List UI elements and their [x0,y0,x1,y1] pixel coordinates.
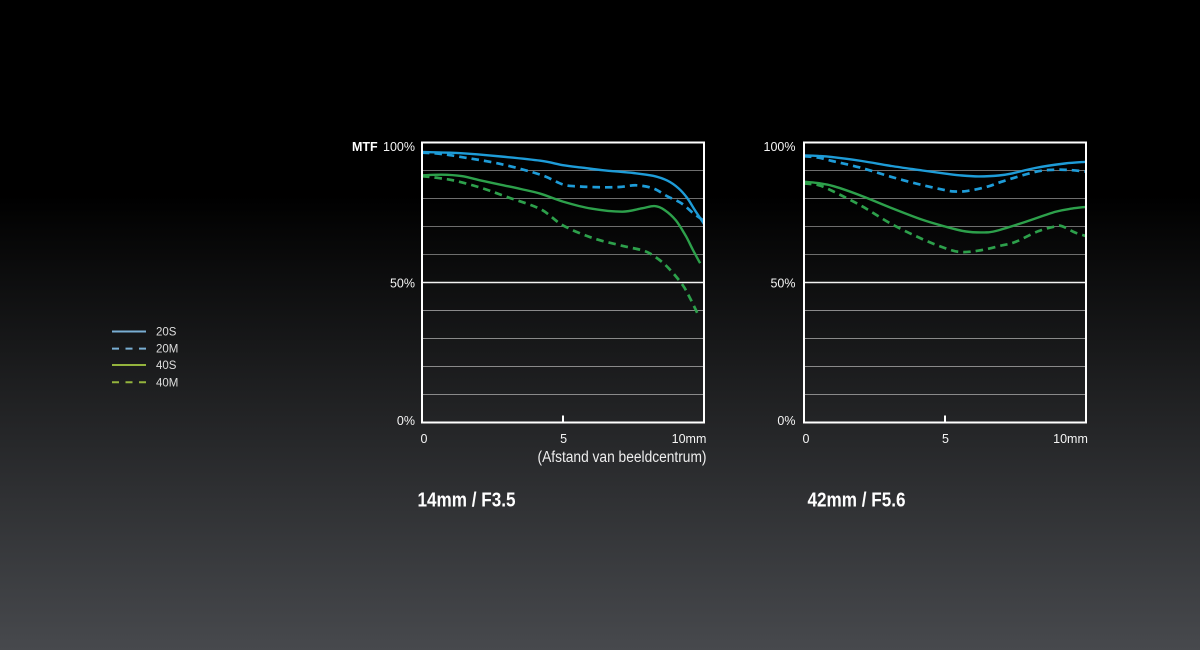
svg-text:14mm / F3.5: 14mm / F3.5 [418,490,516,512]
svg-text:5: 5 [560,432,567,446]
svg-text:(Afstand van beeldcentrum): (Afstand van beeldcentrum) [538,449,707,466]
svg-text:100%: 100% [764,140,796,154]
svg-text:0%: 0% [397,414,415,428]
svg-text:5: 5 [942,432,949,446]
svg-text:0: 0 [421,432,428,446]
svg-text:40M: 40M [156,377,178,389]
svg-text:50%: 50% [390,277,415,291]
svg-text:10mm: 10mm [672,432,707,446]
svg-text:0%: 0% [777,414,795,428]
svg-text:0: 0 [803,432,810,446]
svg-text:42mm / F5.6: 42mm / F5.6 [808,490,906,512]
svg-text:50%: 50% [770,277,795,291]
svg-text:40S: 40S [156,360,177,372]
svg-text:100%: 100% [383,140,415,154]
svg-text:20M: 20M [156,344,178,356]
svg-text:10mm: 10mm [1053,432,1088,446]
svg-text:20S: 20S [156,327,177,339]
svg-text:MTF: MTF [352,140,378,154]
